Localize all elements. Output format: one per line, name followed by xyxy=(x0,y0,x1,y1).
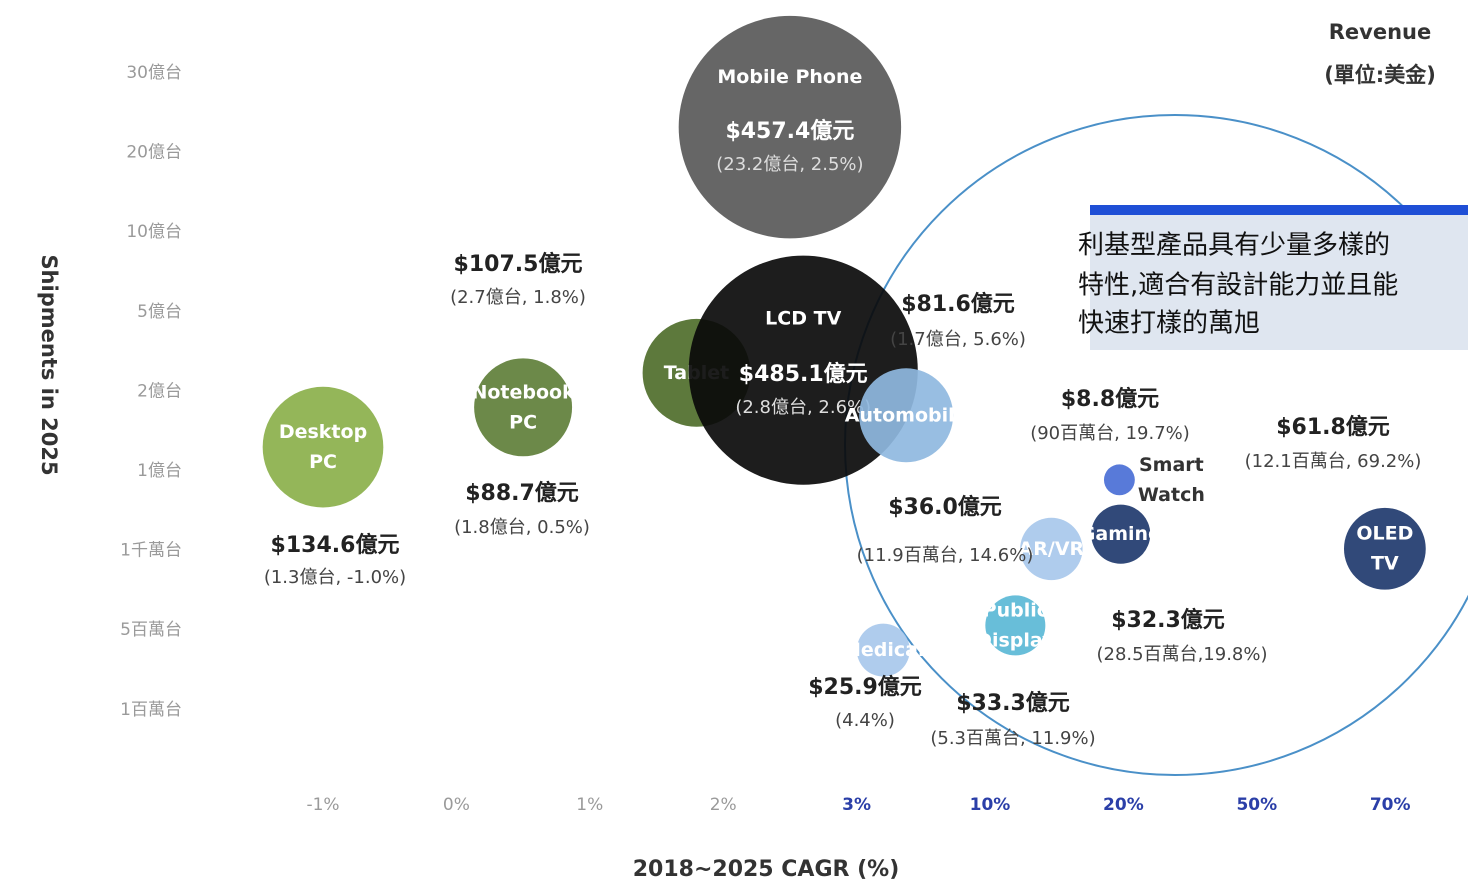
y-tick-label: 5百萬台 xyxy=(120,620,182,640)
bubble-name: Mobile Phone xyxy=(717,66,862,88)
x-tick-label: 20% xyxy=(1103,795,1144,815)
detail-label: (1.8億台, 0.5%) xyxy=(454,517,590,538)
bubble xyxy=(856,623,910,677)
annotation-box xyxy=(1090,205,1468,350)
bubble xyxy=(1020,517,1083,581)
revenue-title: Revenue xyxy=(1329,20,1432,44)
size-label: $485.1億元 xyxy=(739,361,868,387)
annotation-bar xyxy=(1090,205,1468,215)
y-tick-label: 1千萬台 xyxy=(120,541,182,561)
y-tick-label: 30億台 xyxy=(126,63,182,83)
size-label: $61.8億元 xyxy=(1276,414,1390,440)
size-label: $36.0億元 xyxy=(888,494,1002,520)
detail-label: (28.5百萬台,19.8%) xyxy=(1096,644,1267,665)
size-label: $134.6億元 xyxy=(271,532,400,558)
detail-label: (11.9百萬台, 14.6%) xyxy=(857,545,1034,566)
x-tick-label: 1% xyxy=(576,795,603,815)
bubble xyxy=(262,386,384,508)
bubble-name: Smart Watch xyxy=(1138,453,1205,505)
y-tick-label: 10億台 xyxy=(126,222,182,242)
x-tick-label: 3% xyxy=(842,795,871,815)
y-tick-label: 20億台 xyxy=(126,143,182,163)
detail-label: (23.2億台, 2.5%) xyxy=(716,154,863,175)
x-tick-label: -1% xyxy=(306,795,339,815)
bubble xyxy=(1103,464,1135,496)
size-label: $81.6億元 xyxy=(901,291,1015,317)
x-tick-label: 0% xyxy=(443,795,470,815)
bubble-name: LCD TV xyxy=(765,307,841,329)
bubble-name: Automobile xyxy=(845,404,968,426)
bubble xyxy=(1343,507,1426,590)
detail-label: (4.4%) xyxy=(835,710,895,731)
bubble xyxy=(1091,504,1151,564)
bubble xyxy=(474,358,573,457)
detail-label: (2.7億台, 1.8%) xyxy=(450,287,586,308)
detail-label: (2.8億台, 2.6%) xyxy=(735,397,871,418)
bubble-name: Desktop PC xyxy=(279,421,367,473)
annotation-line: 特性,適合有設計能力並且能 xyxy=(1078,271,1398,301)
annotation-line: 快速打樣的萬旭 xyxy=(1078,309,1260,339)
detail-label: (1.7億台, 5.6%) xyxy=(890,329,1026,350)
bubble-name: AR/VR xyxy=(1019,537,1085,559)
size-label: $32.3億元 xyxy=(1111,607,1225,633)
bubble-name: Medical xyxy=(842,639,925,661)
y-tick-label: 1百萬台 xyxy=(120,700,182,720)
x-tick-label: 10% xyxy=(970,795,1011,815)
bubble xyxy=(859,368,954,463)
bubble-name: Public Display xyxy=(976,599,1055,651)
bubble xyxy=(688,255,918,485)
bubble-name: OLED TV xyxy=(1356,522,1413,574)
bubble xyxy=(678,15,902,239)
size-label: $33.3億元 xyxy=(956,690,1070,716)
detail-label: (5.3百萬台, 11.9%) xyxy=(930,728,1095,749)
detail-label: (90百萬台, 19.7%) xyxy=(1030,423,1190,444)
annotation-line: 利基型產品具有少量多樣的 xyxy=(1078,231,1390,261)
y-tick-label: 1億台 xyxy=(137,461,182,481)
size-label: $88.7億元 xyxy=(465,480,579,506)
detail-label: (1.3億台, -1.0%) xyxy=(264,567,406,588)
size-label: $457.4億元 xyxy=(725,118,854,144)
size-label: $8.8億元 xyxy=(1061,386,1159,412)
size-label: $25.9億元 xyxy=(808,674,922,700)
x-axis-label: 2018~2025 CAGR (%) xyxy=(633,857,900,882)
y-tick-label: 2億台 xyxy=(137,381,182,401)
y-tick-label: 5億台 xyxy=(137,302,182,322)
y-axis-label: Shipments in 2025 xyxy=(37,254,61,475)
x-tick-label: 50% xyxy=(1236,795,1277,815)
bubble-name: Gaming xyxy=(1080,523,1162,545)
x-tick-label: 70% xyxy=(1370,795,1411,815)
detail-label: (12.1百萬台, 69.2%) xyxy=(1245,451,1422,472)
bubble xyxy=(985,595,1046,656)
revenue-unit: (單位:美金) xyxy=(1324,63,1436,87)
bubble-name: Notebook PC xyxy=(471,381,575,433)
size-label: $107.5億元 xyxy=(454,251,583,277)
x-tick-label: 2% xyxy=(710,795,737,815)
